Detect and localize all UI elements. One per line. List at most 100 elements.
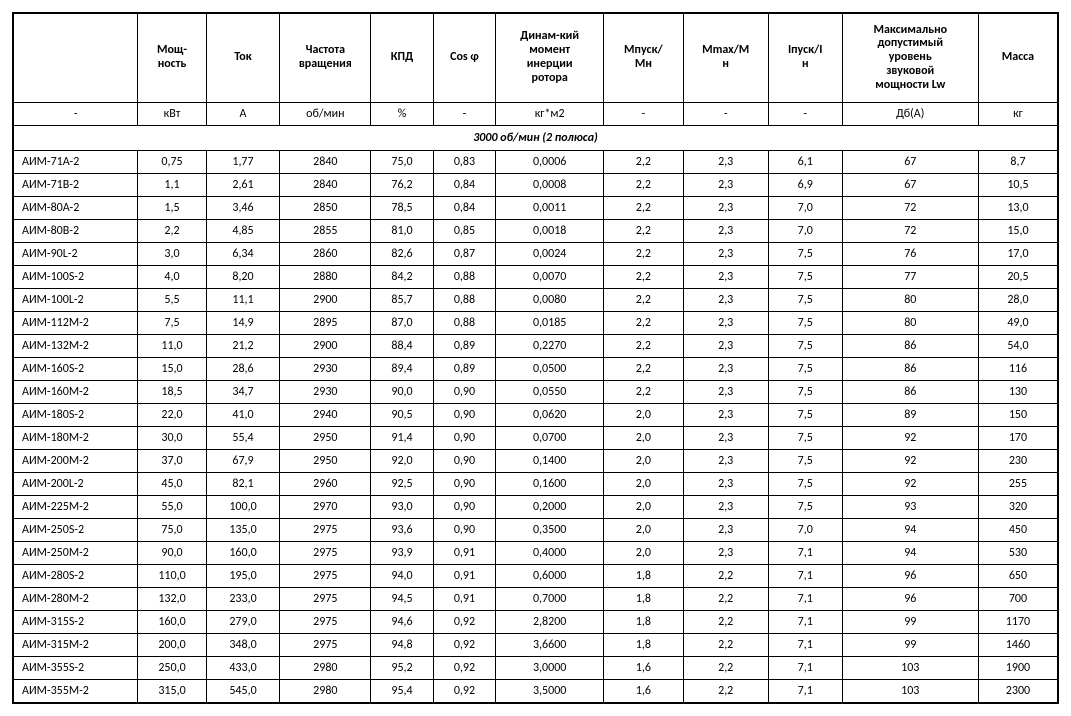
cell-model: АИМ-100S-2 [13,266,138,289]
unit-rpm: об/мин [280,103,371,126]
cell-value: 2840 [280,151,371,174]
cell-value: 2,2 [683,588,768,611]
cell-value: 0,1400 [496,450,604,473]
cell-value: 72 [842,197,978,220]
cell-value: 0,90 [433,519,495,542]
cell-value: 0,75 [138,151,206,174]
cell-model: АИМ-80В-2 [13,220,138,243]
cell-value: 2,3 [683,542,768,565]
cell-value: 7,1 [768,542,842,565]
cell-value: 0,2270 [496,335,604,358]
cell-value: 2,2 [138,220,206,243]
cell-model: АИМ-100L-2 [13,289,138,312]
cell-model: АИМ-280М-2 [13,588,138,611]
cell-value: 94 [842,542,978,565]
cell-value: 96 [842,565,978,588]
cell-value: 2,3 [683,404,768,427]
cell-value: 67 [842,151,978,174]
cell-value: 2,3 [683,496,768,519]
cell-value: 18,5 [138,381,206,404]
cell-value: 0,90 [433,381,495,404]
cell-value: 1,5 [138,197,206,220]
cell-value: 3,6600 [496,634,604,657]
cell-value: 0,88 [433,266,495,289]
cell-value: 2930 [280,381,371,404]
cell-value: 90,0 [138,542,206,565]
cell-value: 0,0185 [496,312,604,335]
cell-value: 94,6 [371,611,433,634]
unit-model: - [13,103,138,126]
table-row: АИМ-112М-27,514,9289587,00,880,01852,22,… [13,312,1058,335]
cell-value: 700 [978,588,1058,611]
unit-mmax: - [683,103,768,126]
cell-model: АИМ-160М-2 [13,381,138,404]
table-row: АИМ-160М-218,534,7293090,00,900,05502,22… [13,381,1058,404]
cell-value: 2,2 [604,197,684,220]
cell-value: 75,0 [138,519,206,542]
table-row: АИМ-90L-23,06,34286082,60,870,00242,22,3… [13,243,1058,266]
cell-value: 7,0 [768,519,842,542]
cell-value: 8,20 [206,266,280,289]
cell-value: 1460 [978,634,1058,657]
cell-value: 7,5 [768,427,842,450]
cell-model: АИМ-355S-2 [13,657,138,680]
col-header-mstart: Mпуск/Mн [604,13,684,103]
cell-value: 0,0006 [496,151,604,174]
cell-value: 7,5 [768,335,842,358]
cell-value: 7,5 [768,450,842,473]
cell-value: 78,5 [371,197,433,220]
cell-value: 0,0011 [496,197,604,220]
cell-value: 7,5 [768,381,842,404]
cell-value: 6,9 [768,174,842,197]
cell-value: 0,1600 [496,473,604,496]
cell-value: 2,0 [604,496,684,519]
table-row: АИМ-315М-2200,0348,0297594,80,923,66001,… [13,634,1058,657]
cell-value: 5,5 [138,289,206,312]
cell-model: АИМ-180М-2 [13,427,138,450]
cell-value: 4,0 [138,266,206,289]
cell-value: 11,0 [138,335,206,358]
cell-value: 54,0 [978,335,1058,358]
cell-value: 89 [842,404,978,427]
cell-value: 2,3 [683,450,768,473]
cell-model: АИМ-132М-2 [13,335,138,358]
cell-value: 94,5 [371,588,433,611]
cell-value: 315,0 [138,680,206,704]
cell-value: 2,2 [604,220,684,243]
cell-value: 0,6000 [496,565,604,588]
cell-value: 2,3 [683,197,768,220]
cell-value: 2930 [280,358,371,381]
table-row: АИМ-160S-215,028,6293089,40,890,05002,22… [13,358,1058,381]
cell-model: АИМ-90L-2 [13,243,138,266]
cell-value: 95,2 [371,657,433,680]
cell-value: 2,2 [604,174,684,197]
table-body: 3000 об/мин (2 полюса) АИМ-71А-20,751,77… [13,126,1058,704]
motor-spec-table: Мощ-ность Ток Частотавращения КПД Cos φ … [12,12,1059,704]
cell-value: 2,0 [604,542,684,565]
cell-model: АИМ-160S-2 [13,358,138,381]
cell-value: 250,0 [138,657,206,680]
cell-value: 0,0080 [496,289,604,312]
cell-model: АИМ-250S-2 [13,519,138,542]
unit-power: кВт [138,103,206,126]
table-row: АИМ-355S-2250,0433,0298095,20,923,00001,… [13,657,1058,680]
cell-value: 7,5 [768,358,842,381]
unit-efficiency: % [371,103,433,126]
table-units-row: - кВт А об/мин % - кг*м2 - - - Дб(А) кг [13,103,1058,126]
cell-value: 4,85 [206,220,280,243]
table-row: АИМ-71В-21,12,61284076,20,840,00082,22,3… [13,174,1058,197]
cell-value: 103 [842,657,978,680]
cell-value: 0,87 [433,243,495,266]
cell-value: 6,34 [206,243,280,266]
cell-value: 3,0000 [496,657,604,680]
cell-value: 1,6 [604,680,684,704]
cell-value: 15,0 [978,220,1058,243]
cell-value: 255 [978,473,1058,496]
table-row: АИМ-80А-21,53,46285078,50,840,00112,22,3… [13,197,1058,220]
cell-value: 93 [842,496,978,519]
cell-value: 2,2 [604,151,684,174]
cell-value: 2,2 [683,565,768,588]
cell-value: 2,2 [604,381,684,404]
cell-value: 0,90 [433,496,495,519]
table-section-row: 3000 об/мин (2 полюса) [13,126,1058,151]
